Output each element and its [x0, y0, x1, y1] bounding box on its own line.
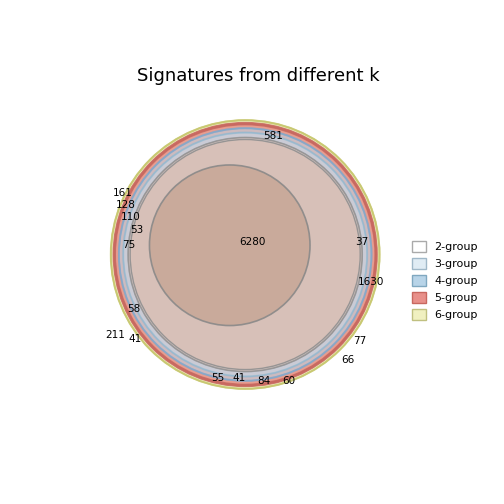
Text: 581: 581 [263, 131, 283, 141]
Text: 53: 53 [130, 225, 143, 235]
Text: 1630: 1630 [358, 277, 384, 287]
Circle shape [130, 140, 360, 369]
Text: 58: 58 [127, 303, 140, 313]
Text: 60: 60 [282, 376, 295, 386]
Circle shape [123, 133, 367, 376]
Text: 84: 84 [257, 376, 270, 386]
Circle shape [119, 128, 371, 381]
Text: 41: 41 [129, 335, 142, 344]
Circle shape [150, 165, 310, 326]
Circle shape [111, 120, 380, 389]
Text: 161: 161 [112, 188, 133, 198]
Text: 110: 110 [120, 213, 140, 222]
Legend: 2-group, 3-group, 4-group, 5-group, 6-group: 2-group, 3-group, 4-group, 5-group, 6-gr… [412, 241, 478, 320]
Circle shape [115, 125, 375, 384]
Text: 77: 77 [353, 336, 366, 346]
Text: 66: 66 [341, 354, 354, 364]
Circle shape [114, 123, 376, 386]
Text: 128: 128 [116, 200, 136, 210]
Text: 211: 211 [105, 330, 125, 340]
Circle shape [128, 138, 362, 371]
Text: 75: 75 [122, 240, 136, 250]
Text: 41: 41 [232, 373, 245, 383]
Text: 6280: 6280 [240, 237, 266, 247]
Text: 55: 55 [211, 373, 224, 383]
Text: 37: 37 [355, 237, 368, 247]
Title: Signatures from different k: Signatures from different k [137, 68, 380, 85]
